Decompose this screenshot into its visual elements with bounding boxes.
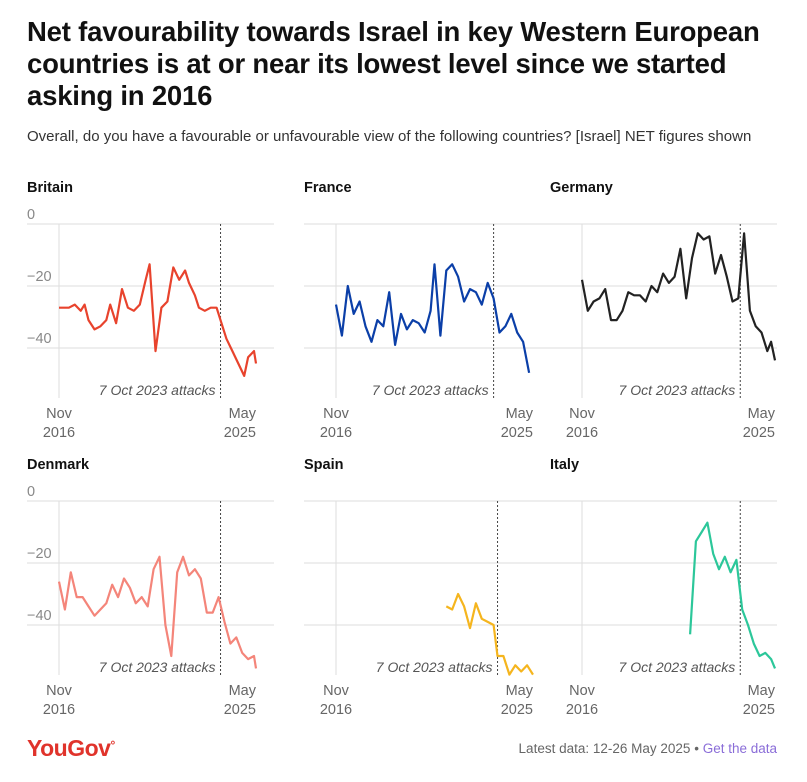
- event-annotation: 7 Oct 2023 attacks: [99, 659, 216, 675]
- panel-title: Italy: [550, 457, 580, 473]
- x-end-label-year: 2025: [224, 425, 256, 441]
- chart-svg: 0 −20 −40 7 Oct 2023 attacks Nov 2016 May 2025: [27, 207, 274, 441]
- x-end-label-year: 2025: [501, 425, 533, 441]
- brand-name: YouGov: [27, 735, 111, 761]
- x-start-label-year: 2016: [43, 425, 75, 441]
- x-end-label-year: 2025: [743, 425, 775, 441]
- y-tick-label: 0: [27, 207, 35, 223]
- x-start-label-year: 2016: [566, 425, 598, 441]
- x-start-label-year: 2016: [320, 702, 352, 718]
- event-annotation: 7 Oct 2023 attacks: [372, 382, 489, 398]
- panel-france: 7 Oct 2023 attacks Nov 2016 May 2025 France: [304, 180, 554, 441]
- event-annotation: 7 Oct 2023 attacks: [619, 659, 736, 675]
- y-tick-label: −40: [27, 608, 52, 624]
- x-end-label-month: May: [748, 406, 776, 422]
- yougov-logo: YouGov°: [27, 735, 115, 761]
- chart-svg: 7 Oct 2023 attacks Nov 2016 May 2025: [550, 500, 777, 718]
- x-end-label-month: May: [229, 406, 257, 422]
- x-start-label-month: Nov: [569, 406, 596, 422]
- event-annotation: 7 Oct 2023 attacks: [99, 382, 216, 398]
- series-line: [580, 232, 777, 361]
- x-start-label-year: 2016: [43, 702, 75, 718]
- event-annotation: 7 Oct 2023 attacks: [376, 659, 493, 675]
- x-end-label-month: May: [748, 683, 776, 699]
- chart-title: Net favourability towards Israel in key …: [27, 16, 760, 111]
- panel-title: Britain: [27, 180, 73, 196]
- x-end-label-year: 2025: [501, 702, 533, 718]
- panel-title: Denmark: [27, 457, 90, 473]
- y-tick-label: 0: [27, 484, 35, 500]
- panel-britain: 0 −20 −40 7 Oct 2023 attacks Nov 2016 May 2025 B…: [27, 180, 277, 441]
- series-line: [59, 263, 258, 377]
- panel-germany: 7 Oct 2023 attacks Nov 2016 May 2025 Germany: [550, 180, 800, 441]
- series-line: [334, 263, 531, 374]
- chart-svg: 7 Oct 2023 attacks Nov 2016 May 2025: [304, 500, 551, 718]
- panel-italy: 7 Oct 2023 attacks Nov 2016 May 2025 Italy: [550, 457, 800, 718]
- x-start-label-month: Nov: [46, 683, 73, 699]
- x-start-label-month: Nov: [323, 406, 350, 422]
- x-start-label-year: 2016: [566, 702, 598, 718]
- y-tick-label: −40: [27, 331, 52, 347]
- x-end-label-year: 2025: [743, 702, 775, 718]
- x-start-label-month: Nov: [569, 683, 596, 699]
- panel-title: Germany: [550, 180, 613, 196]
- x-end-label-month: May: [229, 683, 257, 699]
- x-end-label-year: 2025: [224, 702, 256, 718]
- x-end-label-month: May: [506, 683, 534, 699]
- latest-data-text: Latest data: 12-26 May 2025: [518, 741, 691, 756]
- get-the-data-link[interactable]: Get the data: [702, 741, 777, 756]
- chart-svg: 7 Oct 2023 attacks Nov 2016 May 2025: [304, 223, 551, 441]
- chart-subtitle: Overall, do you have a favourable or unf…: [27, 128, 752, 145]
- panel-spain: 7 Oct 2023 attacks Nov 2016 May 2025 Spain: [304, 457, 554, 718]
- panel-denmark: 0 −20 −40 7 Oct 2023 attacks Nov 2016 May 2025 D…: [27, 457, 277, 718]
- chart-svg: 0 −20 −40 7 Oct 2023 attacks Nov 2016 May 2025: [27, 484, 274, 718]
- footer-source: Latest data: 12-26 May 2025 • Get the da…: [519, 741, 777, 756]
- footer-separator: •: [694, 741, 699, 756]
- x-start-label-year: 2016: [320, 425, 352, 441]
- event-annotation: 7 Oct 2023 attacks: [619, 382, 736, 398]
- panel-title: France: [304, 180, 352, 196]
- panel-title: Spain: [304, 457, 344, 473]
- x-start-label-month: Nov: [323, 683, 350, 699]
- x-start-label-month: Nov: [46, 406, 73, 422]
- series-line: [57, 555, 258, 669]
- chart-svg: 7 Oct 2023 attacks Nov 2016 May 2025: [550, 223, 777, 441]
- series-line: [689, 521, 777, 669]
- y-tick-label: −20: [27, 269, 52, 285]
- x-end-label-month: May: [506, 406, 534, 422]
- series-line: [445, 592, 534, 676]
- y-tick-label: −20: [27, 546, 52, 562]
